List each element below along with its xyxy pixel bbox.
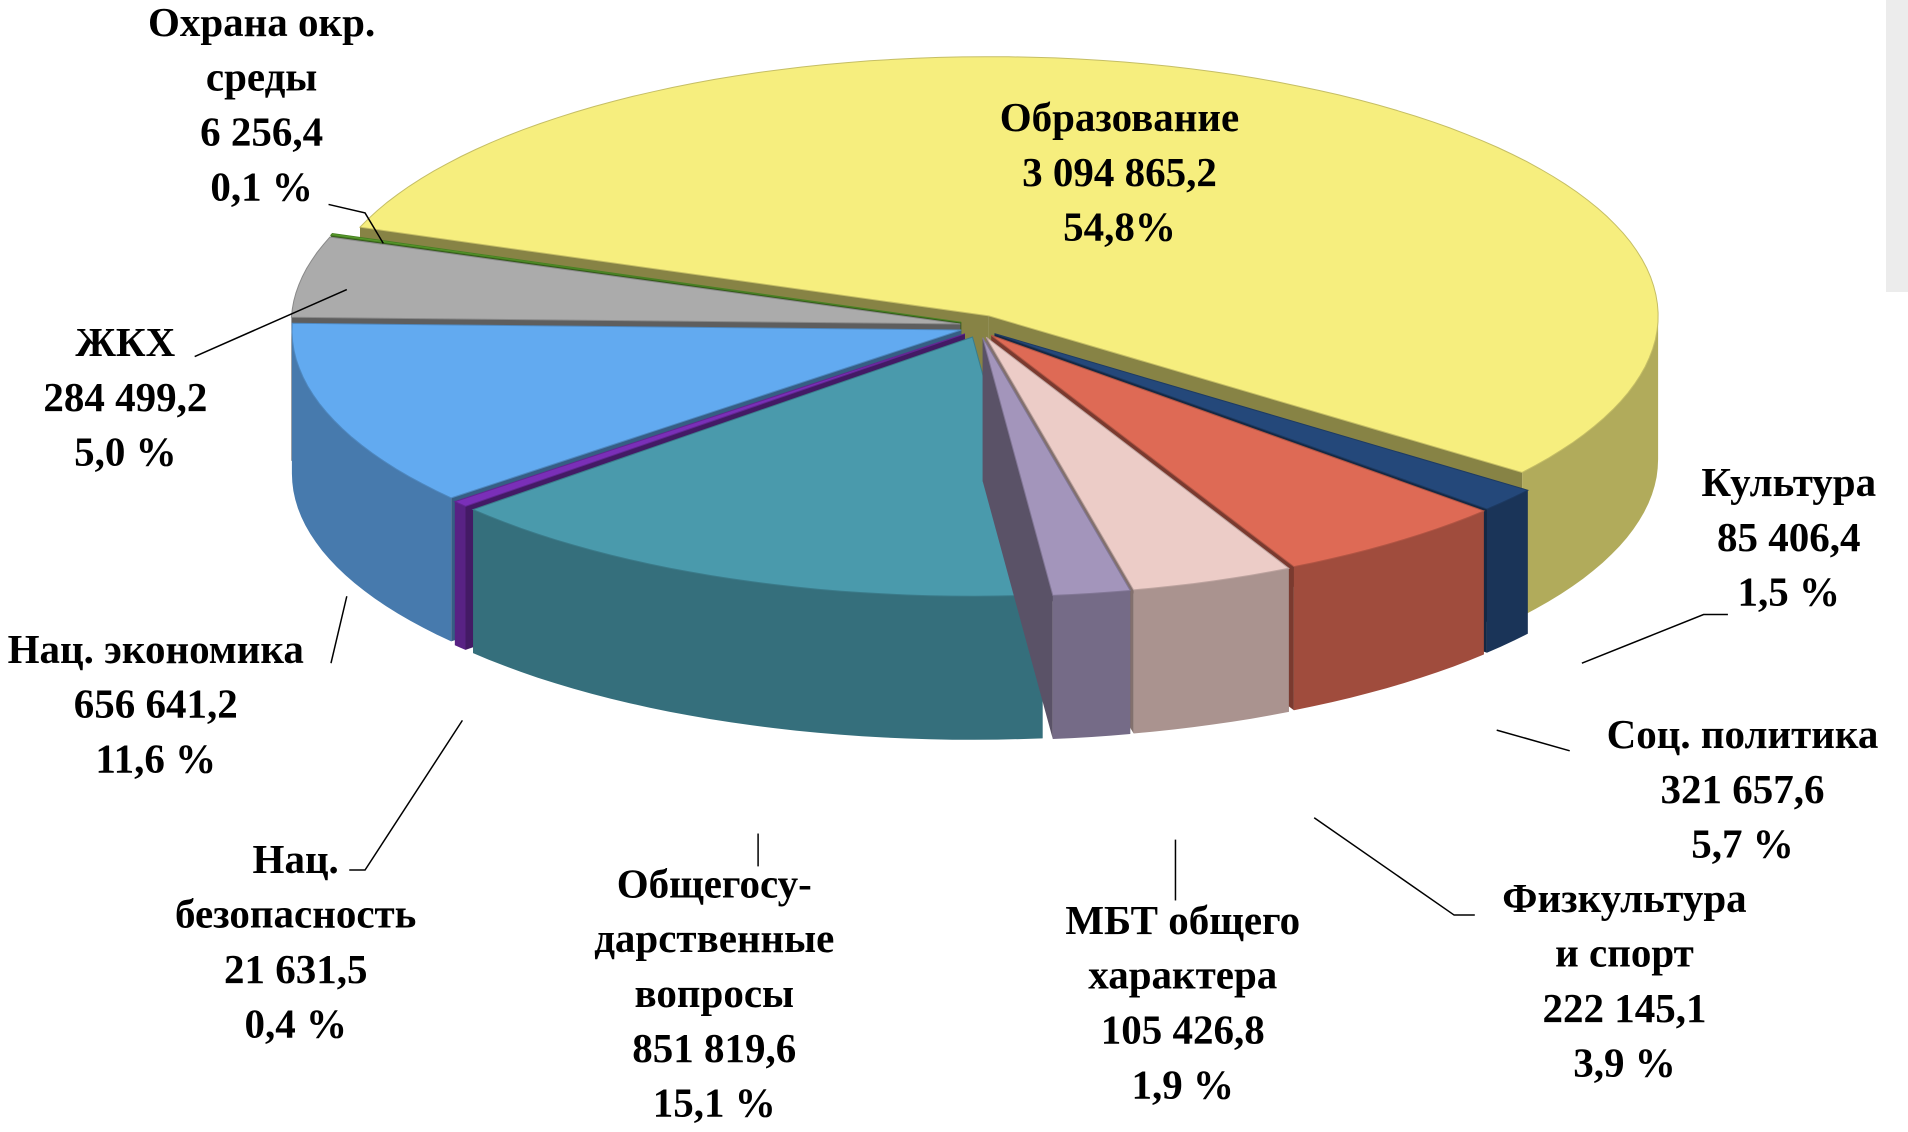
- leader-line: [349, 719, 464, 871]
- slice-percent-label: 0,4 %: [244, 1001, 347, 1047]
- slice: [453, 333, 966, 507]
- slice-side: [291, 330, 452, 642]
- slice: [358, 56, 1659, 474]
- leader-line: [330, 596, 348, 664]
- slice-label: Охрана окр. среды: [148, 0, 375, 100]
- slice-value-label: 85 406,4: [1717, 514, 1861, 560]
- slice-value-label: 656 641,2: [74, 681, 238, 727]
- slice-label: Общегосу-дарственные вопросы: [594, 861, 834, 1017]
- slice-label: Культура: [1701, 459, 1876, 505]
- slice-value-label: 21 631,5: [224, 946, 368, 992]
- slice-side: [473, 509, 1043, 740]
- slice-percent-label: 5,7 %: [1691, 821, 1794, 867]
- slice-label: Нац. безопасность: [175, 836, 416, 937]
- slice-label: Физкультура и спорт: [1502, 875, 1746, 976]
- leader-line: [194, 288, 348, 358]
- slice-label: ЖКХ: [75, 319, 175, 365]
- slice-cut-face: [982, 337, 1053, 739]
- slice-value-label: 284 499,2: [43, 374, 207, 420]
- slice: [291, 322, 962, 499]
- slice-label: Соц. политика: [1607, 711, 1879, 757]
- slice: [985, 336, 1290, 591]
- slice-percent-label: 1,5 %: [1738, 569, 1841, 615]
- slice-label: Нац. экономика: [8, 626, 304, 672]
- slice-percent-label: 1,9 %: [1132, 1061, 1235, 1107]
- leader-line: [1313, 817, 1475, 916]
- slice-value-label: 6 256,4: [200, 109, 323, 155]
- slice-side: [454, 501, 466, 650]
- slice-value-label: 3 094 865,2: [1022, 149, 1217, 195]
- slice-side: [1486, 490, 1528, 653]
- slice-label: МБТ общего характера: [1065, 897, 1300, 998]
- slice: [290, 236, 961, 325]
- slice: [471, 336, 1044, 597]
- slice-label: Образование: [1000, 94, 1240, 140]
- slice: [994, 333, 1530, 510]
- slice-percent-label: 0,1 %: [210, 163, 313, 209]
- slice-value-label: 222 145,1: [1542, 985, 1706, 1031]
- slice-percent-label: 5,0 %: [74, 429, 177, 475]
- slice-side: [1052, 590, 1131, 739]
- slice-value-label: 105 426,8: [1101, 1007, 1265, 1053]
- slice-percent-label: 15,1 %: [653, 1080, 776, 1126]
- leader-line: [1496, 729, 1570, 752]
- slice-percent-label: 54,8%: [1063, 204, 1176, 250]
- slice-value-label: 321 657,6: [1661, 766, 1825, 812]
- slice-side: [1293, 510, 1484, 711]
- slice: [982, 337, 1132, 596]
- side-panel: [1886, 0, 1908, 292]
- slice-value-label: 851 819,6: [632, 1025, 796, 1071]
- slice-percent-label: 3,9 %: [1573, 1040, 1676, 1086]
- slice-side: [1133, 568, 1289, 734]
- slice-percent-label: 11,6 %: [95, 735, 216, 781]
- slice: [990, 334, 1486, 568]
- slice: [329, 232, 962, 323]
- leader-line: [328, 203, 384, 244]
- slice-side: [1522, 315, 1659, 617]
- leader-line: [1581, 613, 1728, 664]
